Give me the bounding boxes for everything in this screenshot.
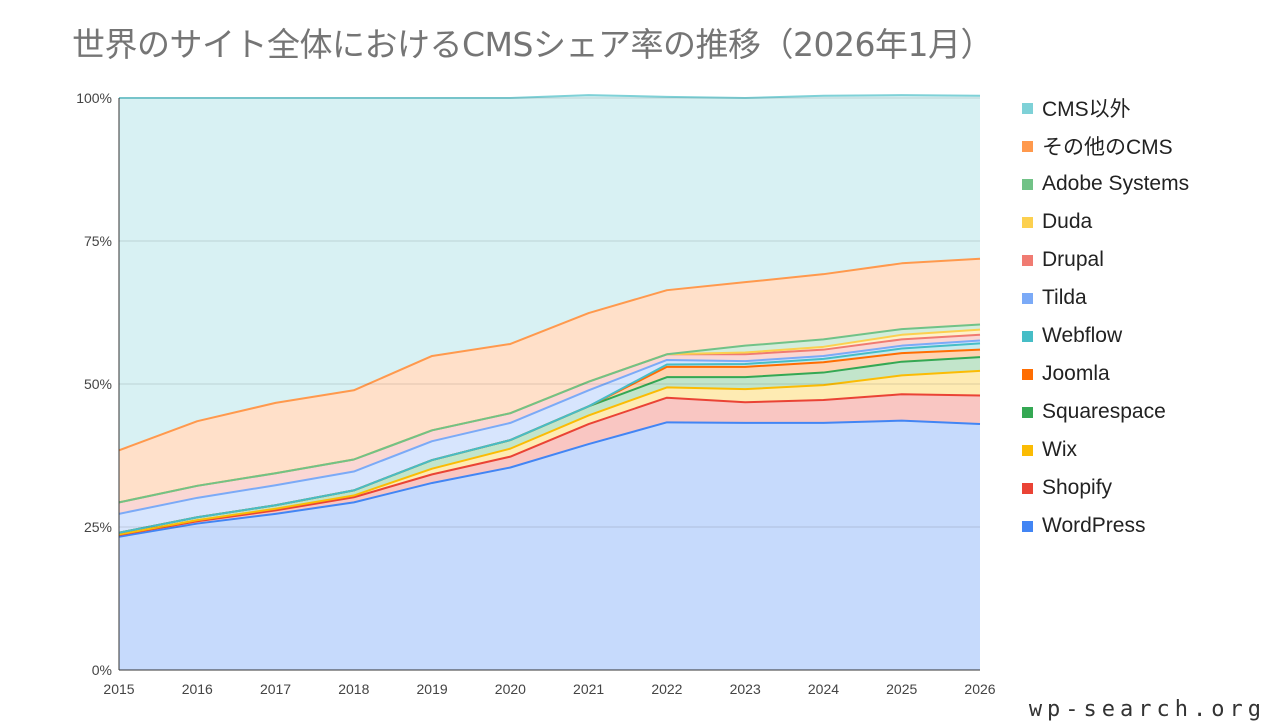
legend-swatch: [1022, 140, 1033, 152]
legend-swatch: [1022, 520, 1033, 532]
legend-label: CMS以外: [1042, 98, 1131, 121]
legend-swatch: [1022, 292, 1033, 304]
legend-swatch: [1022, 178, 1033, 190]
legend-item: Adobe Systems: [1022, 165, 1189, 203]
legend-item: WordPress: [1022, 507, 1189, 545]
x-tick-label: 2021: [573, 681, 604, 697]
legend-item: Webflow: [1022, 317, 1189, 355]
x-tick-label: 2015: [103, 681, 134, 697]
line-wix: [118, 369, 981, 536]
line-wordpress: [118, 419, 981, 538]
x-tick-label: 2018: [338, 681, 369, 697]
area-cms: [119, 258, 980, 503]
legend-swatch: [1022, 368, 1033, 380]
x-tick-label: 2024: [808, 681, 839, 697]
legend-item: Squarespace: [1022, 393, 1189, 431]
x-tick-label: 2025: [886, 681, 917, 697]
legend-item: Joomla: [1022, 355, 1189, 393]
legend-item: Duda: [1022, 203, 1189, 241]
line-webflow: [118, 342, 981, 534]
chart-axes: [118, 98, 980, 671]
legend-label: Tilda: [1042, 286, 1087, 309]
legend-label: Shopify: [1042, 476, 1113, 499]
x-axis-tick-labels: 2015 2016 2017 2018 2019 2020 2021 2022 2023 2024…: [103, 681, 995, 697]
legend-label: Adobe Systems: [1042, 172, 1190, 195]
x-tick-label: 2017: [260, 681, 291, 697]
y-tick-label: 0%: [92, 662, 112, 678]
y-tick-label: 75%: [84, 233, 112, 249]
legend-swatch: [1022, 482, 1033, 494]
legend-label: Squarespace: [1042, 400, 1166, 423]
legend-label: Joomla: [1042, 362, 1110, 385]
y-tick-label: 100%: [76, 90, 112, 106]
line-cms: [119, 94, 981, 99]
line-tilda: [118, 339, 981, 515]
legend-item: Wix: [1022, 431, 1189, 469]
legend-swatch: [1022, 444, 1033, 456]
legend-item: CMS以外: [1022, 89, 1189, 127]
chart-gridlines: [119, 97, 980, 528]
legend-label: Drupal: [1042, 248, 1104, 271]
area-cms: [119, 95, 980, 451]
y-axis-tick-labels: 0% 25% 50% 75% 100%: [76, 90, 112, 678]
area-tilda: [119, 340, 980, 533]
line-cms: [118, 257, 981, 452]
legend-label: Wix: [1042, 438, 1077, 461]
x-tick-label: 2016: [182, 681, 213, 697]
legend-swatch: [1022, 216, 1033, 228]
legend-item: その他のCMS: [1022, 127, 1189, 165]
x-tick-label: 2022: [651, 681, 682, 697]
legend-label: WordPress: [1042, 514, 1146, 537]
y-tick-label: 50%: [84, 376, 112, 392]
x-tick-label: 2019: [417, 681, 448, 697]
source-label: wp-search.org: [1028, 697, 1266, 722]
area-drupal: [119, 334, 980, 514]
legend-label: その他のCMS: [1042, 136, 1173, 159]
chart-lines: [118, 94, 981, 538]
chart-title: 世界のサイト全体におけるCMSシェア率の推移（2026年1月）: [72, 25, 993, 64]
area-wix: [119, 370, 980, 536]
line-adobe-systems: [118, 323, 981, 504]
legend-swatch: [1022, 406, 1033, 418]
legend-item: Tilda: [1022, 279, 1189, 317]
legend-item: Shopify: [1022, 469, 1189, 507]
legend-label: Webflow: [1042, 324, 1123, 347]
x-tick-label: 2020: [495, 681, 526, 697]
legend-swatch: [1022, 254, 1033, 266]
line-shopify: [118, 393, 981, 536]
legend-label: Duda: [1042, 210, 1093, 233]
y-tick-label: 25%: [84, 519, 112, 535]
legend-swatch: [1022, 102, 1033, 114]
legend-item: Drupal: [1022, 241, 1189, 279]
x-tick-label: 2023: [730, 681, 761, 697]
chart-legend: CMS以外その他のCMS Adobe Systems Duda Drupal Tilda…: [1022, 89, 1189, 545]
x-tick-label: 2026: [964, 681, 995, 697]
area-wordpress: [119, 420, 980, 670]
legend-swatch: [1022, 330, 1033, 342]
